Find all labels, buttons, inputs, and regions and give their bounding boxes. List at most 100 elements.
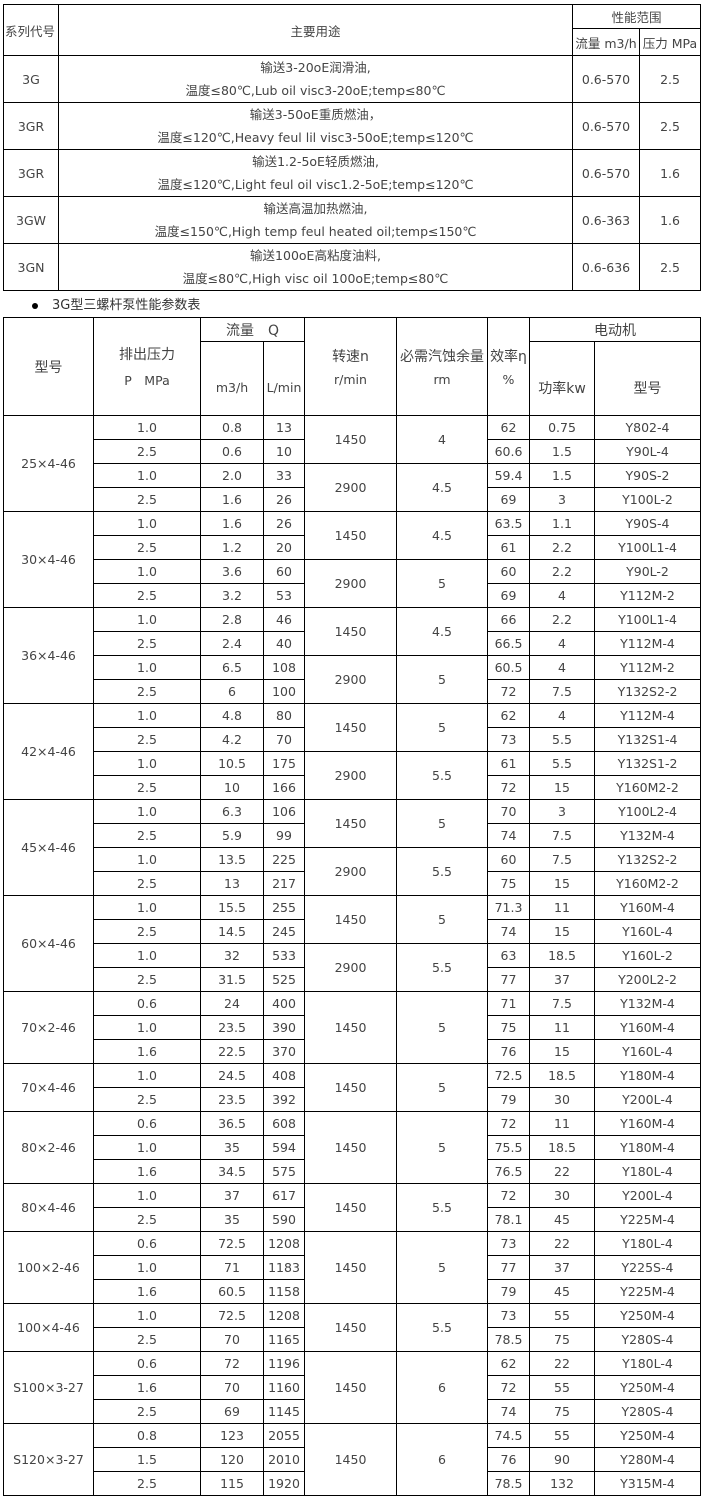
- flow-m3h: 6.5: [200, 655, 264, 680]
- efficiency: 72: [487, 679, 530, 704]
- motor-power: 7.5: [529, 991, 595, 1016]
- motor-model: Y315M-4: [594, 1471, 701, 1496]
- motor-model: Y112M-2: [594, 655, 701, 680]
- flow-range: 0.6-636: [572, 243, 640, 291]
- motor-model: Y100L-2: [594, 487, 701, 512]
- motor-power: 15: [529, 871, 595, 896]
- motor-power: 1.5: [529, 463, 595, 488]
- efficiency: 72: [487, 1183, 530, 1208]
- speed: 1450: [304, 1111, 397, 1184]
- table-row: 42×4-46 1.0 4.8 80 1450 5 62 4 Y112M-4: [3, 703, 701, 800]
- motor-power: 22: [529, 1351, 595, 1376]
- motor-power: 2.2: [529, 535, 595, 560]
- flow-lmin: 99: [263, 823, 305, 848]
- motor-model: Y112M-4: [594, 703, 701, 728]
- efficiency: 78.5: [487, 1471, 530, 1496]
- table-row: 2.5 23.5 392 79 30 Y200L-4: [4, 1087, 701, 1112]
- pressure: 1.5: [93, 1447, 201, 1472]
- table-row: 1.0 71 1183 77 37 Y225S-4: [4, 1255, 701, 1280]
- flow-lmin: 590: [263, 1207, 305, 1232]
- motor-power: 55: [529, 1423, 595, 1448]
- efficiency: 73: [487, 1303, 530, 1328]
- efficiency: 77: [487, 1255, 530, 1280]
- motor-power: 15: [529, 1039, 595, 1064]
- flow-m3h: 13: [200, 871, 264, 896]
- pressure: 0.8: [93, 1423, 201, 1448]
- flow-lmin: 390: [263, 1015, 305, 1040]
- flow-lmin: 1208: [263, 1231, 305, 1256]
- header-pressure-label: 排出压力: [119, 347, 175, 363]
- pressure: 2.5: [93, 1087, 201, 1112]
- efficiency: 71: [487, 991, 530, 1016]
- pressure: 2.5: [638, 102, 702, 150]
- usage-en: 温度≤120℃,Heavy feul lil visc3-50oE;temp≤1…: [157, 130, 474, 145]
- flow-lmin: 525: [263, 967, 305, 992]
- table-row: 1.0 3.6 60 2900 5 60 2.2 Y90L-2: [4, 559, 701, 608]
- header-flow: 流量 Q: [200, 317, 305, 342]
- motor-model: Y160L-4: [594, 1039, 701, 1064]
- table-row: 1.6 60.5 1158 79 45 Y225M-4: [4, 1279, 701, 1304]
- flow-lmin: 1183: [263, 1255, 305, 1280]
- flow-lmin: 46: [263, 607, 305, 632]
- table-row: 1.6 70 1160 72 55 Y250M-4: [4, 1375, 701, 1400]
- flow-lmin: 80: [263, 703, 305, 728]
- model: 42×4-46: [3, 703, 94, 800]
- flow-m3h: 35: [200, 1207, 264, 1232]
- flow-lmin: 2010: [263, 1447, 305, 1472]
- motor-model: Y132S2-2: [594, 847, 701, 872]
- motor-model: Y280S-4: [594, 1399, 701, 1424]
- flow-lmin: 1160: [263, 1375, 305, 1400]
- flow-lmin: 408: [263, 1063, 305, 1088]
- header-speed: 转速n r/min: [304, 317, 397, 416]
- motor-power: 37: [529, 1255, 595, 1280]
- flow-m3h: 2.4: [200, 631, 264, 656]
- efficiency: 70: [487, 799, 530, 824]
- table-row: 2.5 6 100 72 7.5 Y132S2-2: [4, 679, 701, 704]
- motor-model: Y200L-4: [594, 1087, 701, 1112]
- npsh: 6: [396, 1351, 488, 1424]
- speed: 2900: [304, 943, 397, 992]
- motor-model: Y180L-4: [594, 1351, 701, 1376]
- speed: 1450: [304, 703, 397, 752]
- motor-model: Y100L2-4: [594, 799, 701, 824]
- pressure: 1.0: [93, 1255, 201, 1280]
- pressure: 1.0: [93, 655, 201, 680]
- header-model: 型号: [3, 317, 94, 416]
- table-row: 1.0 13.5 225 2900 5.5 60 7.5 Y132S2-2: [4, 847, 701, 896]
- flow-lmin: 175: [263, 751, 305, 776]
- flow-m3h: 1.6: [200, 487, 264, 512]
- speed: 1450: [304, 895, 397, 944]
- usage: 输送3-20oE润滑油, 温度≤80℃,Lub oil visc3-20oE;te…: [58, 55, 573, 103]
- motor-model: Y180M-4: [594, 1135, 701, 1160]
- flow-m3h: 34.5: [200, 1159, 264, 1184]
- motor-power: 22: [529, 1159, 595, 1184]
- flow-lmin: 60: [263, 559, 305, 584]
- flow-lmin: 26: [263, 487, 305, 512]
- performance-table: 型号 排出压力 P MPa 流量 Q 转速n r/min 必需汽蚀余量 rm 效率η%…: [3, 317, 701, 1496]
- motor-power: 3: [529, 487, 595, 512]
- motor-power: 11: [529, 1015, 595, 1040]
- motor-power: 1.5: [529, 439, 595, 464]
- flow-m3h: 23.5: [200, 1087, 264, 1112]
- speed: 1450: [304, 1063, 397, 1112]
- npsh: 4.5: [396, 607, 488, 656]
- pressure: 1.0: [93, 1135, 201, 1160]
- flow-m3h: 10: [200, 775, 264, 800]
- flow-m3h: 3.2: [200, 583, 264, 608]
- flow-m3h: 22.5: [200, 1039, 264, 1064]
- table-row: 3G 输送3-20oE润滑油, 温度≤80℃,Lub oil visc3-20oE;…: [3, 55, 702, 103]
- header-series-code: 系列代号: [3, 4, 59, 56]
- pressure: 2.5: [93, 679, 201, 704]
- flow-m3h: 1.2: [200, 535, 264, 560]
- flow-lmin: 53: [263, 583, 305, 608]
- motor-model: Y225M-4: [594, 1279, 701, 1304]
- motor-power: 2.2: [529, 559, 595, 584]
- flow-lmin: 400: [263, 991, 305, 1016]
- table-row: 2.5 10 166 72 15 Y160M2-2: [4, 775, 701, 800]
- npsh: 4.5: [396, 463, 488, 512]
- motor-model: Y200L2-2: [594, 967, 701, 992]
- flow-lmin: 1145: [263, 1399, 305, 1424]
- motor-model: Y160M-4: [594, 895, 701, 920]
- efficiency: 79: [487, 1279, 530, 1304]
- series-usage-table: 系列代号 主要用途 性能范围 流量 m3/h 压力 MPa 3G 输送3-20oE…: [3, 4, 702, 291]
